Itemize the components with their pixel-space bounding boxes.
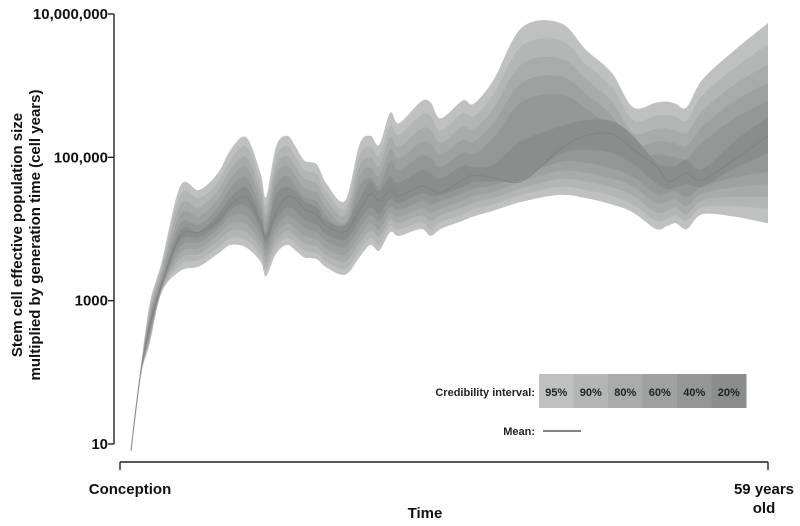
legend-swatch-90pct bbox=[573, 374, 609, 408]
legend-label-80pct: 80% bbox=[614, 387, 636, 399]
legend-label-60pct: 60% bbox=[649, 387, 671, 399]
x-axis-title: Time bbox=[408, 505, 443, 522]
legend-mean-label: Mean: bbox=[503, 426, 535, 438]
legend-label-20pct: 20% bbox=[718, 387, 740, 399]
band-60pct bbox=[131, 75, 768, 451]
y-tick-label: 10 bbox=[91, 436, 108, 453]
x-tick-label: Conception bbox=[89, 481, 172, 498]
band-40pct bbox=[131, 94, 768, 451]
legend-swatch-95pct bbox=[539, 374, 574, 408]
legend: Credibility interval: 95% 90% 80% 60% 40% 20% M… bbox=[435, 374, 747, 438]
y-axis-title: Stem cell effective population size bbox=[9, 113, 26, 357]
axes: 10 1000 100,000 10,000,000 Conception 59 year… bbox=[9, 6, 794, 522]
band-20pct bbox=[131, 116, 768, 451]
y-axis-title: multiplied by generation time (cell year… bbox=[27, 90, 44, 381]
y-tick-label: 100,000 bbox=[54, 149, 108, 166]
legend-swatch-80pct bbox=[608, 374, 643, 408]
x-tick-label: 59 years bbox=[734, 481, 794, 498]
legend-label-40pct: 40% bbox=[683, 387, 705, 399]
y-tick-label: 1000 bbox=[75, 293, 108, 310]
mean-layer bbox=[130, 132, 769, 451]
credibility-bands bbox=[131, 20, 768, 451]
mean-line bbox=[130, 132, 769, 451]
legend-ci-label: Credibility interval: bbox=[435, 387, 535, 399]
y-tick-label: 10,000,000 bbox=[33, 6, 108, 23]
x-tick-label: old bbox=[753, 500, 776, 517]
legend-swatch-20pct bbox=[711, 374, 747, 408]
legend-swatch-60pct bbox=[642, 374, 678, 408]
legend-label-90pct: 90% bbox=[580, 387, 602, 399]
legend-swatch-40pct bbox=[677, 374, 712, 408]
legend-label-95pct: 95% bbox=[545, 387, 567, 399]
